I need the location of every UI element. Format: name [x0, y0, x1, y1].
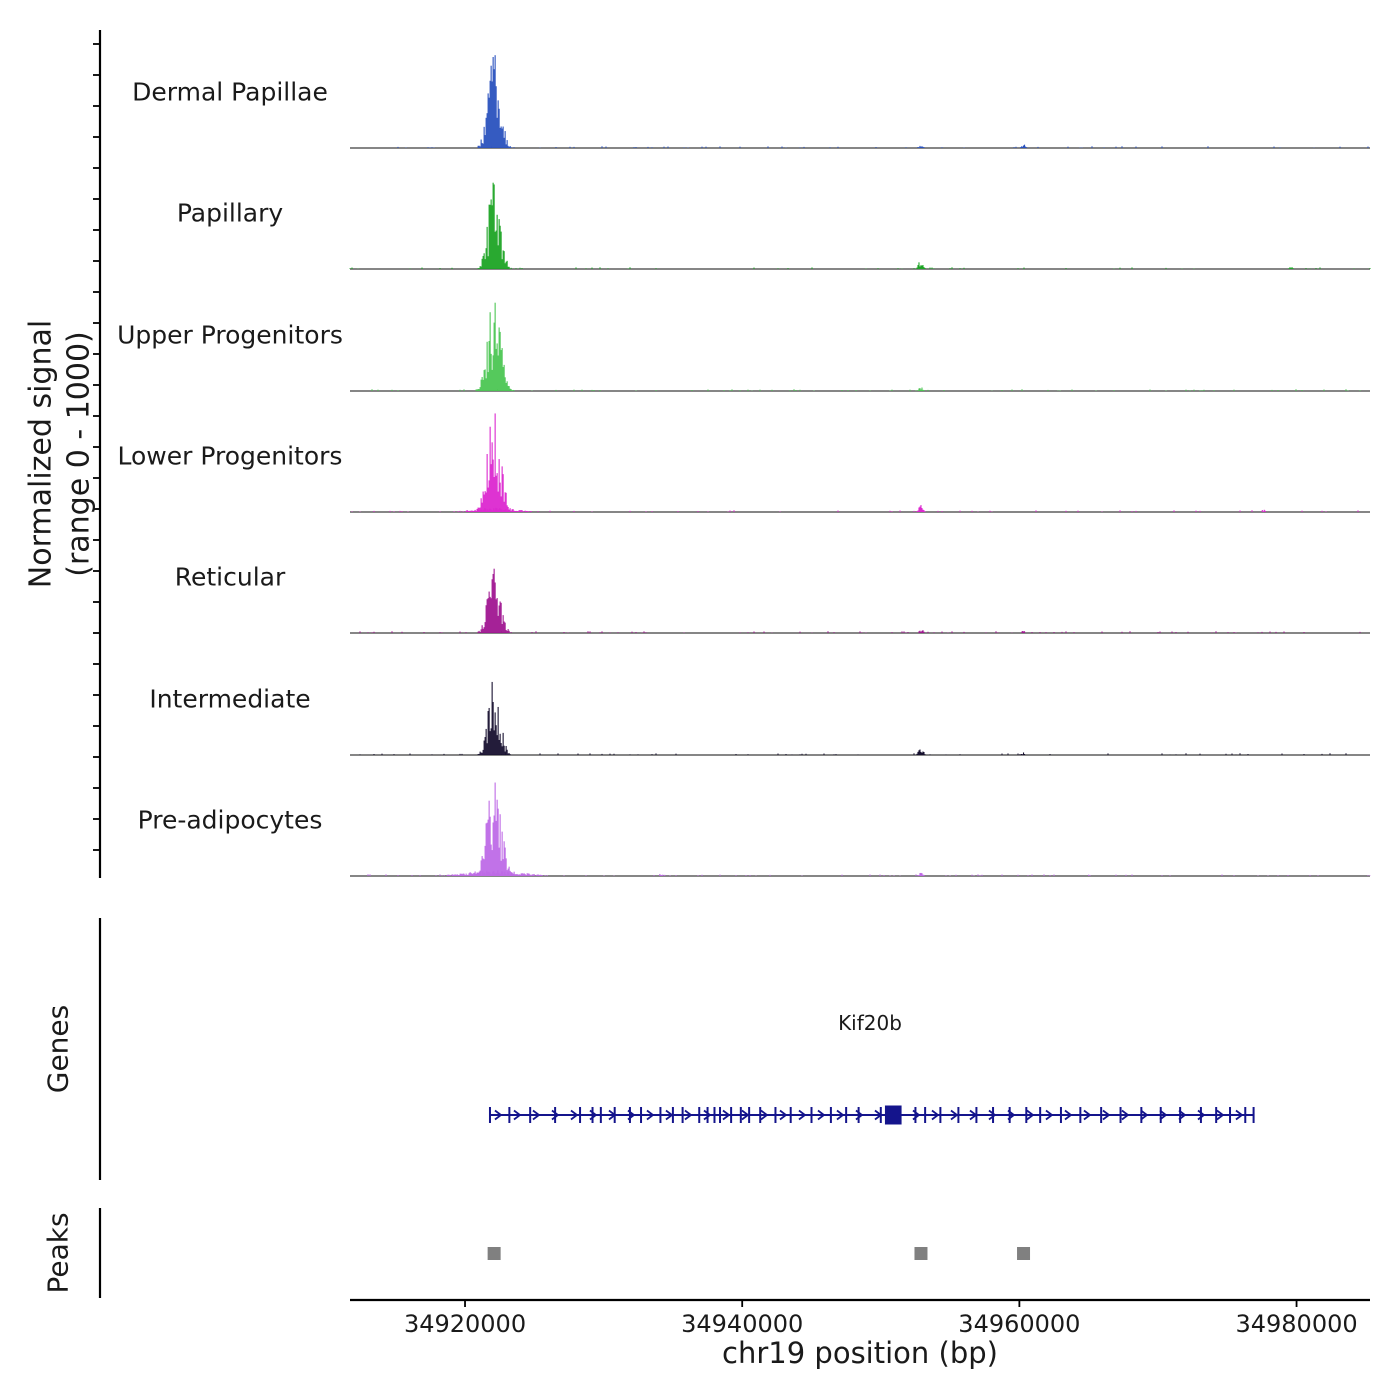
strand-arrow-icon: [1102, 1109, 1111, 1121]
strand-arrow-icon: [817, 1109, 826, 1121]
y-axis: [93, 30, 102, 878]
strand-arrow-icon: [722, 1109, 731, 1121]
strand-arrow-icon: [836, 1109, 845, 1121]
strand-arrow-icon: [1140, 1109, 1149, 1121]
peaks-section-label: Peaks: [41, 1212, 75, 1294]
strand-arrow-icon: [1045, 1109, 1054, 1121]
y-axis-label: Normalized signal (range 0 - 1000): [23, 320, 98, 588]
strand-arrow-icon: [646, 1109, 655, 1121]
strand-arrow-icon: [1121, 1109, 1130, 1121]
strand-arrow-icon: [1235, 1109, 1244, 1121]
gene-name-label: Kif20b: [838, 1011, 902, 1035]
strand-arrow-icon: [513, 1109, 522, 1121]
strand-arrow-icon: [532, 1109, 541, 1121]
signal-track-pre-adipocytes: [350, 782, 1371, 877]
strand-arrow-icon: [1026, 1109, 1035, 1121]
genes-section-label: Genes: [41, 1004, 75, 1094]
gene-large-exon: [884, 1105, 902, 1125]
strand-arrow-icon: [779, 1109, 788, 1121]
strand-arrow-icon: [1216, 1109, 1225, 1121]
gene-model-kif20b: [488, 1105, 1255, 1125]
strand-arrow-icon: [760, 1109, 769, 1121]
signal-track-lower-progenitors: [350, 413, 1370, 513]
strand-arrow-icon: [931, 1109, 940, 1121]
peak-call-marker: [487, 1247, 501, 1260]
signal-track-papillary: [349, 182, 1371, 270]
signal-track-dermal-papillae: [350, 55, 1370, 149]
y-axis-label-line1: Normalized signal: [23, 319, 59, 589]
signal-track-intermediate: [350, 681, 1370, 756]
strand-arrow-icon: [1064, 1109, 1073, 1121]
strand-arrow-icon: [950, 1109, 959, 1121]
strand-arrow-icon: [703, 1109, 712, 1121]
strand-arrow-icon: [1083, 1109, 1092, 1121]
strand-arrow-icon: [551, 1109, 560, 1121]
x-axis: [350, 1298, 1370, 1307]
strand-arrow-icon: [798, 1109, 807, 1121]
x-axis-title: chr19 position (bp): [722, 1336, 998, 1370]
strand-arrow-icon: [684, 1109, 693, 1121]
peak-call-marker: [914, 1247, 928, 1260]
signal-track-reticular: [350, 568, 1370, 634]
y-axis-label-line2: (range 0 - 1000): [61, 331, 96, 577]
strand-arrow-icon: [1159, 1109, 1168, 1121]
strand-arrow-icon: [988, 1109, 997, 1121]
strand-arrow-icon: [570, 1109, 579, 1121]
peak-call-marker: [1017, 1247, 1031, 1260]
signal-track-upper-progenitors: [350, 302, 1370, 392]
peak-calls: [487, 1247, 1031, 1260]
strand-arrow-icon: [741, 1109, 750, 1121]
strand-arrow-icon: [494, 1109, 503, 1121]
